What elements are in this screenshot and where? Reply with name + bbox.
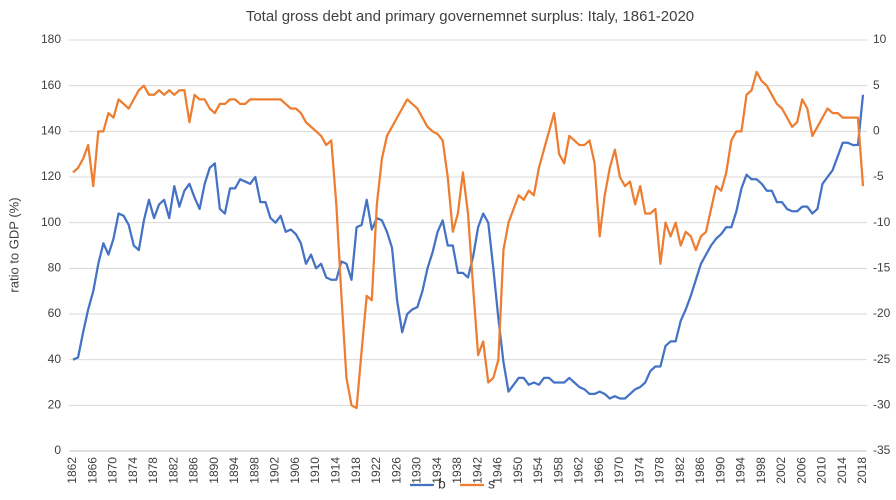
x-tick-label: 1922 — [369, 457, 383, 484]
y-tick-label: 100 — [41, 215, 61, 229]
x-tick-label: 1874 — [126, 457, 140, 484]
legend-label: b — [438, 476, 446, 492]
chart-title: Total gross debt and primary governemnet… — [246, 8, 694, 25]
x-tick-label: 1954 — [531, 457, 545, 484]
y-tick-label: 140 — [41, 124, 61, 138]
x-tick-label: 1986 — [693, 457, 707, 484]
y2-tick-label: 10 — [873, 32, 887, 46]
x-tick-label: 1974 — [632, 457, 646, 484]
x-tick-label: 1910 — [308, 457, 322, 484]
x-tick-label: 1902 — [268, 457, 282, 484]
y-axis-label: ratio to GDP (%) — [6, 197, 21, 292]
x-tick-label: 1982 — [673, 457, 687, 484]
x-tick-label: 1998 — [754, 457, 768, 484]
x-tick-label: 2002 — [774, 457, 788, 484]
x-tick-label: 1994 — [734, 457, 748, 484]
x-tick-label: 1914 — [329, 457, 343, 484]
y2-tick-label: -5 — [873, 169, 884, 183]
x-tick-label: 1942 — [470, 457, 484, 484]
y2-tick-label: -30 — [873, 398, 891, 412]
x-tick-label: 2018 — [855, 457, 869, 484]
x-tick-label: 2006 — [794, 457, 808, 484]
y2-tick-label: -10 — [873, 215, 891, 229]
x-tick-label: 1878 — [146, 457, 160, 484]
x-tick-label: 1894 — [227, 457, 241, 484]
x-tick-label: 1870 — [106, 457, 120, 484]
y2-tick-label: 5 — [873, 78, 880, 92]
series-line — [72, 94, 865, 400]
x-tick-label: 1950 — [511, 457, 525, 484]
y-tick-label: 60 — [48, 306, 62, 320]
x-tick-label: 1866 — [85, 457, 99, 484]
y-tick-label: 160 — [41, 78, 61, 92]
y-tick-label: 180 — [41, 32, 61, 46]
y-tick-label: 20 — [48, 398, 62, 412]
x-tick-label: 1918 — [349, 457, 363, 484]
x-tick-label: 1970 — [612, 457, 626, 484]
x-tick-label: 1958 — [551, 457, 565, 484]
x-tick-label: 1890 — [207, 457, 221, 484]
y-tick-label: 80 — [48, 261, 62, 275]
x-tick-label: 1906 — [288, 457, 302, 484]
legend-label: s — [488, 476, 495, 492]
x-tick-label: 1886 — [187, 457, 201, 484]
x-tick-label: 1862 — [65, 457, 79, 484]
y-tick-label: 40 — [48, 352, 62, 366]
x-tick-label: 1978 — [653, 457, 667, 484]
y2-tick-label: 0 — [873, 124, 880, 138]
x-tick-label: 1946 — [491, 457, 505, 484]
x-tick-label: 1898 — [247, 457, 261, 484]
y2-tick-label: -25 — [873, 352, 891, 366]
x-tick-label: 1962 — [572, 457, 586, 484]
x-tick-label: 1966 — [592, 457, 606, 484]
x-tick-label: 2014 — [835, 457, 849, 484]
y2-tick-label: -35 — [873, 443, 891, 457]
x-tick-label: 2010 — [815, 457, 829, 484]
y2-tick-label: -15 — [873, 261, 891, 275]
x-tick-label: 1990 — [713, 457, 727, 484]
y-tick-label: 0 — [54, 443, 61, 457]
series-line — [72, 70, 865, 410]
y2-tick-label: -20 — [873, 306, 891, 320]
y-tick-label: 120 — [41, 169, 61, 183]
x-tick-label: 1882 — [166, 457, 180, 484]
x-tick-label: 1926 — [389, 457, 403, 484]
x-tick-label: 1938 — [450, 457, 464, 484]
x-tick-label: 1934 — [430, 457, 444, 484]
x-tick-label: 1930 — [410, 457, 424, 484]
